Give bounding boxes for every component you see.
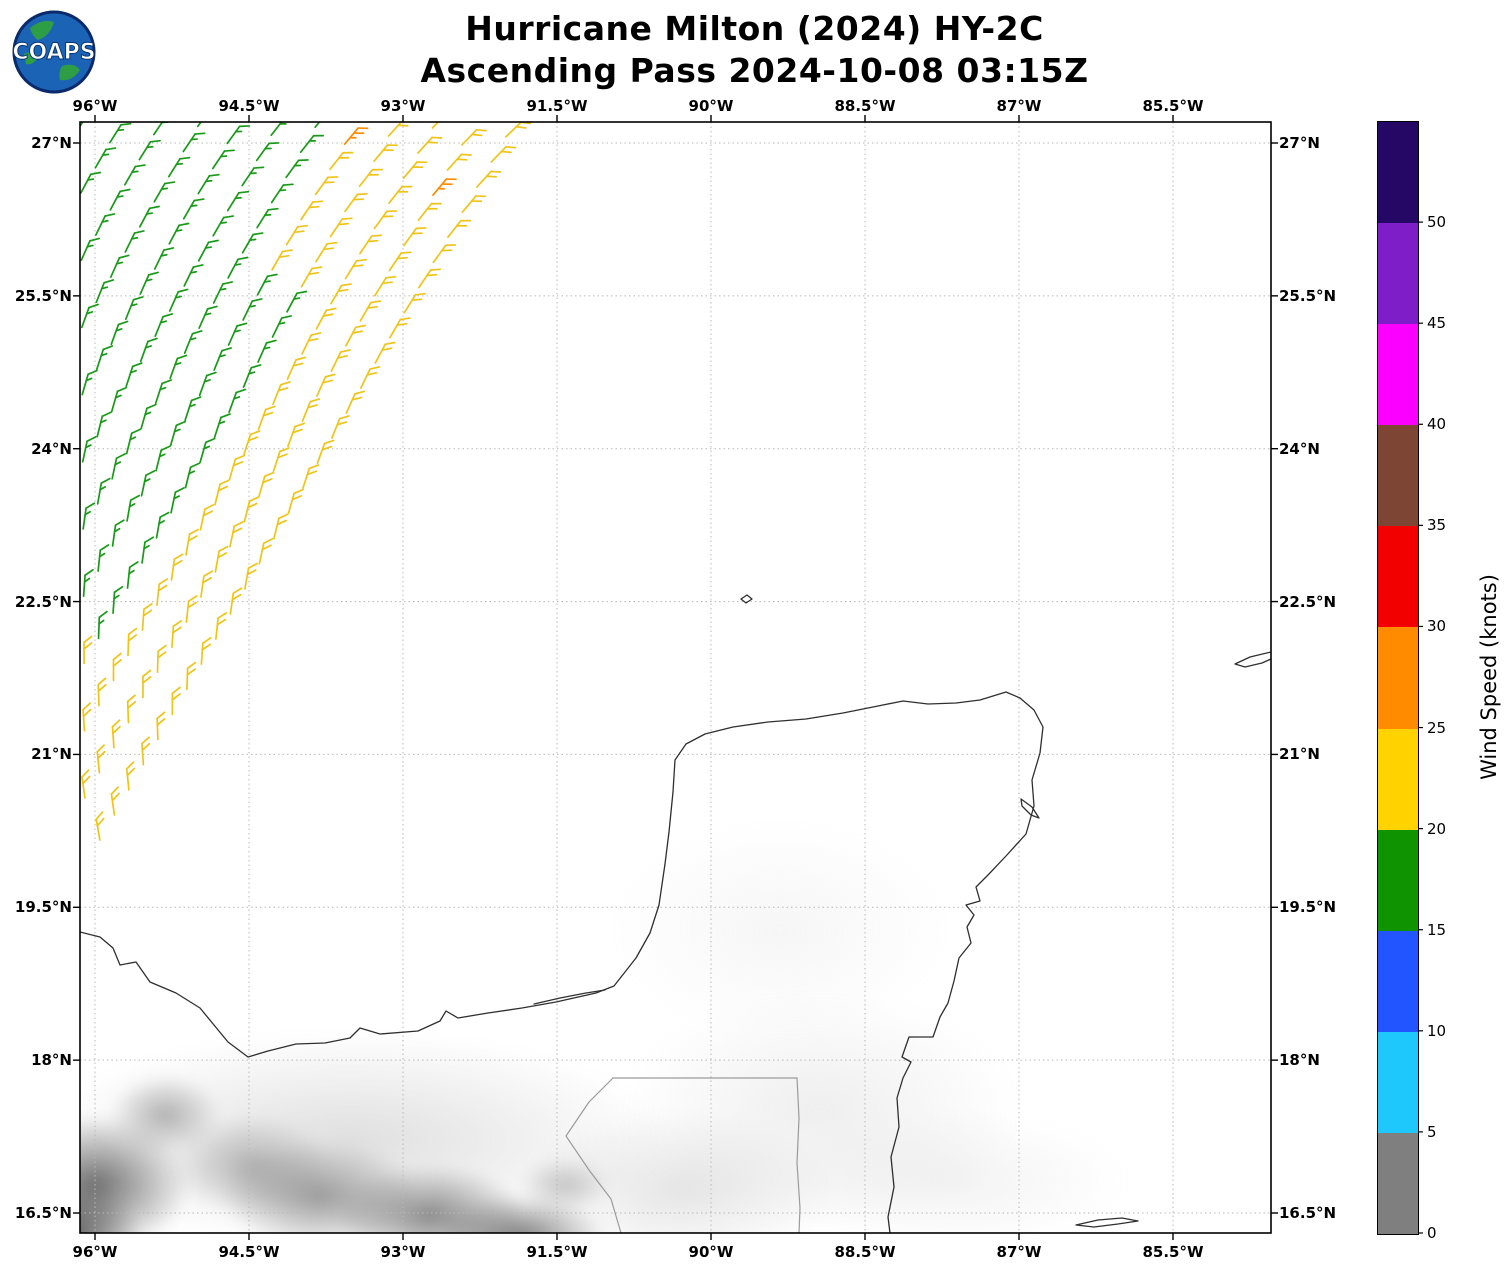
- logo-continent: [24, 52, 38, 65]
- terrain-shading: [770, 1110, 1130, 1233]
- lon-tick-label-bottom: 96°W: [72, 1243, 118, 1261]
- lon-tick-label-bottom: 85.5°W: [1142, 1243, 1204, 1261]
- title-line2: Ascending Pass 2024-10-08 03:15Z: [420, 51, 1089, 90]
- title-line1: Hurricane Milton (2024) HY-2C: [465, 9, 1044, 48]
- lon-tick-label-top: 87°W: [996, 97, 1042, 115]
- lat-tick-label-left: 19.5°N: [14, 898, 72, 917]
- figure-title: Hurricane Milton (2024) HY-2C Ascending …: [0, 8, 1509, 92]
- colorbar-segment: [1378, 526, 1418, 628]
- lat-tick-label-right: 25.5°N: [1279, 286, 1337, 305]
- lat-tick-label-left: 27°N: [31, 134, 72, 152]
- colorbar-segment: [1378, 930, 1418, 1032]
- lon-tick-label-top: 96°W: [72, 97, 118, 115]
- lon-tick-label-top: 93°W: [380, 97, 426, 115]
- lon-tick-label-top: 91.5°W: [526, 97, 588, 115]
- lon-tick-label-bottom: 87°W: [996, 1243, 1042, 1261]
- colorbar-tick-label: 35: [1427, 516, 1447, 535]
- lon-tick-label-bottom: 94.5°W: [218, 1243, 280, 1261]
- colorbar-segment: [1378, 122, 1418, 224]
- lat-tick-label-right: 18°N: [1279, 1051, 1320, 1070]
- lat-tick-label-right: 19.5°N: [1279, 898, 1337, 917]
- lon-tick-label-bottom: 93°W: [380, 1243, 426, 1261]
- terrain-shading: [610, 820, 950, 1040]
- lat-tick-label-left: 22.5°N: [14, 592, 72, 611]
- terrain-layer: [80, 122, 1271, 1233]
- colorbar-tick-label: 10: [1427, 1021, 1447, 1040]
- colorbar-tick-label: 0: [1427, 1224, 1437, 1242]
- lat-tick-label-right: 16.5°N: [1279, 1203, 1337, 1222]
- lat-tick-label-right: 24°N: [1279, 439, 1320, 458]
- colorbar-tick-label: 20: [1427, 819, 1447, 838]
- colorbar-segment: [1378, 829, 1418, 931]
- lon-tick-label-top: 88.5°W: [834, 97, 896, 115]
- lon-tick-label-bottom: 90°W: [688, 1243, 734, 1261]
- lat-tick-label-right: 27°N: [1279, 134, 1320, 152]
- lat-tick-label-right: 22.5°N: [1279, 592, 1337, 611]
- colorbar-tick-label: 50: [1427, 213, 1447, 232]
- colorbar-segment: [1378, 223, 1418, 325]
- colorbar-tick-label: 40: [1427, 415, 1447, 434]
- logo-continent: [30, 20, 54, 40]
- wind-barb: [124, 95, 145, 122]
- colorbar: [1377, 121, 1419, 1235]
- colorbar-segment: [1378, 1132, 1418, 1234]
- colorbar-tick-label: 45: [1427, 314, 1447, 333]
- lon-tick-label-bottom: 91.5°W: [526, 1243, 588, 1261]
- colorbar-segment: [1378, 324, 1418, 426]
- wind-barb: [359, 99, 383, 124]
- lat-tick-label-left: 18°N: [31, 1051, 72, 1070]
- logo-text: COAPS: [12, 40, 95, 65]
- map-plot: [80, 122, 1271, 1233]
- logo-continent: [59, 64, 80, 81]
- colorbar-tick-label: 5: [1427, 1122, 1437, 1141]
- colorbar-tick-label: 30: [1427, 617, 1447, 636]
- colorbar-segment: [1378, 728, 1418, 830]
- wind-barb: [66, 795, 78, 823]
- colorbar-segment: [1378, 627, 1418, 729]
- lat-tick-label-left: 25.5°N: [14, 286, 72, 305]
- lon-tick-label-top: 85.5°W: [1142, 97, 1204, 115]
- colorbar-tick-label: 15: [1427, 920, 1447, 939]
- lon-tick-label-top: 90°W: [688, 97, 734, 115]
- lat-tick-label-left: 16.5°N: [14, 1203, 72, 1222]
- colorbar-segment: [1378, 1031, 1418, 1133]
- lon-tick-label-bottom: 88.5°W: [834, 1243, 896, 1261]
- lat-tick-label-left: 24°N: [31, 439, 72, 458]
- colorbar-tick-label: 25: [1427, 718, 1447, 737]
- lat-tick-label-left: 21°N: [31, 745, 72, 764]
- lon-tick-label-top: 94.5°W: [218, 97, 280, 115]
- colorbar-segment: [1378, 425, 1418, 527]
- colorbar-label: Wind Speed (knots): [1477, 574, 1501, 780]
- lat-tick-label-right: 21°N: [1279, 745, 1320, 764]
- coaps-logo: COAPS: [10, 6, 98, 94]
